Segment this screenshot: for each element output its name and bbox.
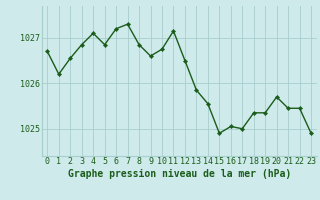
- X-axis label: Graphe pression niveau de la mer (hPa): Graphe pression niveau de la mer (hPa): [68, 169, 291, 179]
